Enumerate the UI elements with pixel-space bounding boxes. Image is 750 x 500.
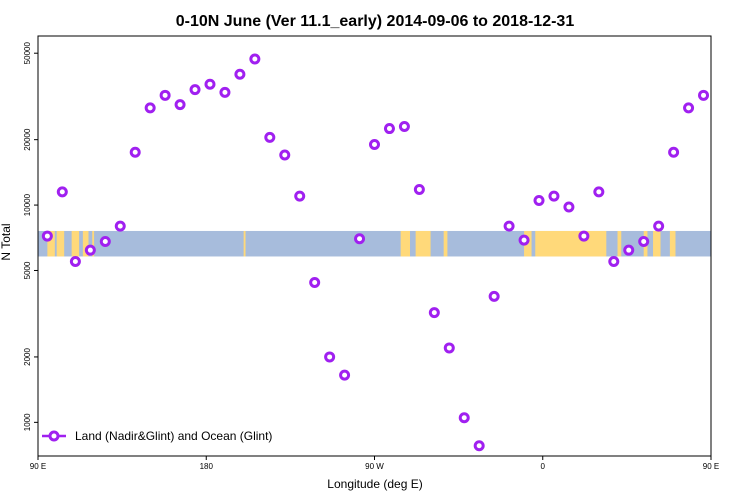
land-mass: [56, 230, 65, 257]
x-tick-label: 180: [200, 462, 214, 471]
y-tick-label: 5000: [23, 261, 32, 279]
x-axis: 90 E 180 90 W 0 90 E: [30, 456, 719, 471]
data-point: [99, 235, 111, 247]
x-tick-label: 90 E: [30, 462, 46, 471]
y-tick-label: 10000: [23, 193, 32, 216]
land-mass: [400, 230, 411, 257]
land-mass: [653, 230, 661, 257]
data-point: [593, 186, 605, 198]
land-mass: [82, 230, 89, 257]
data-point: [653, 220, 665, 232]
land-mass: [92, 230, 95, 257]
data-point: [638, 235, 650, 247]
x-tick-label: 0: [541, 462, 546, 471]
y-axis: 1000 2000 5000 10000 20000 50000: [23, 42, 38, 431]
data-point: [683, 102, 695, 114]
data-point: [668, 146, 680, 158]
data-point: [129, 146, 141, 158]
data-point: [249, 53, 261, 65]
data-point: [294, 190, 306, 202]
data-point: [219, 86, 231, 98]
y-tick-label: 2000: [23, 347, 32, 365]
data-point: [41, 230, 53, 242]
data-point: [144, 102, 156, 114]
data-point: [354, 233, 366, 245]
land-mass: [669, 230, 676, 257]
data-point: [369, 139, 380, 151]
data-point: [488, 290, 500, 302]
data-point: [204, 78, 216, 90]
land-mass: [243, 230, 246, 257]
data-point: [189, 84, 201, 96]
data-point: [473, 440, 485, 452]
data-point: [413, 183, 425, 195]
data-point: [428, 307, 440, 319]
y-tick-label: 20000: [23, 128, 32, 151]
data-point: [339, 369, 351, 381]
data-point: [518, 234, 530, 246]
data-point: [383, 123, 395, 135]
land-mass: [443, 230, 448, 257]
x-axis-label: Longitude (deg E): [327, 477, 422, 491]
map-band: [38, 230, 711, 257]
data-point: [578, 230, 590, 242]
y-axis-label: N Total: [0, 223, 13, 260]
data-point: [608, 255, 620, 267]
data-point: [56, 186, 68, 198]
data-point: [533, 194, 545, 206]
legend-marker: [48, 430, 60, 442]
data-point: [563, 201, 575, 213]
land-mass: [617, 230, 622, 257]
legend: Land (Nadir&Glint) and Ocean (Glint): [42, 429, 272, 443]
land-mass: [47, 230, 55, 257]
x-tick-label: 90 E: [703, 462, 719, 471]
data-point: [698, 89, 710, 101]
data-point: [623, 244, 635, 256]
data-point: [324, 351, 336, 363]
data-point: [458, 412, 470, 424]
data-point: [279, 149, 291, 161]
map-band-ocean: [38, 230, 711, 257]
land-mass: [415, 230, 431, 257]
data-point: [114, 220, 126, 232]
data-point: [398, 120, 410, 132]
data-point: [84, 244, 96, 256]
data-point: [174, 99, 186, 111]
x-tick-label: 90 W: [365, 462, 384, 471]
land-mass: [535, 230, 607, 257]
data-point: [264, 131, 276, 143]
y-tick-label: 50000: [23, 42, 32, 65]
land-mass: [71, 230, 80, 257]
y-tick-label: 1000: [23, 413, 32, 431]
data-point: [309, 277, 321, 289]
data-point: [159, 89, 171, 101]
chart-title: 0-10N June (Ver 11.1_early) 2014-09-06 t…: [176, 13, 575, 30]
data-points: [41, 53, 710, 452]
data-point: [234, 68, 246, 80]
data-point: [69, 255, 81, 267]
data-point: [548, 190, 560, 202]
legend-label: Land (Nadir&Glint) and Ocean (Glint): [75, 429, 272, 443]
data-point: [503, 220, 515, 232]
data-point: [443, 342, 455, 354]
